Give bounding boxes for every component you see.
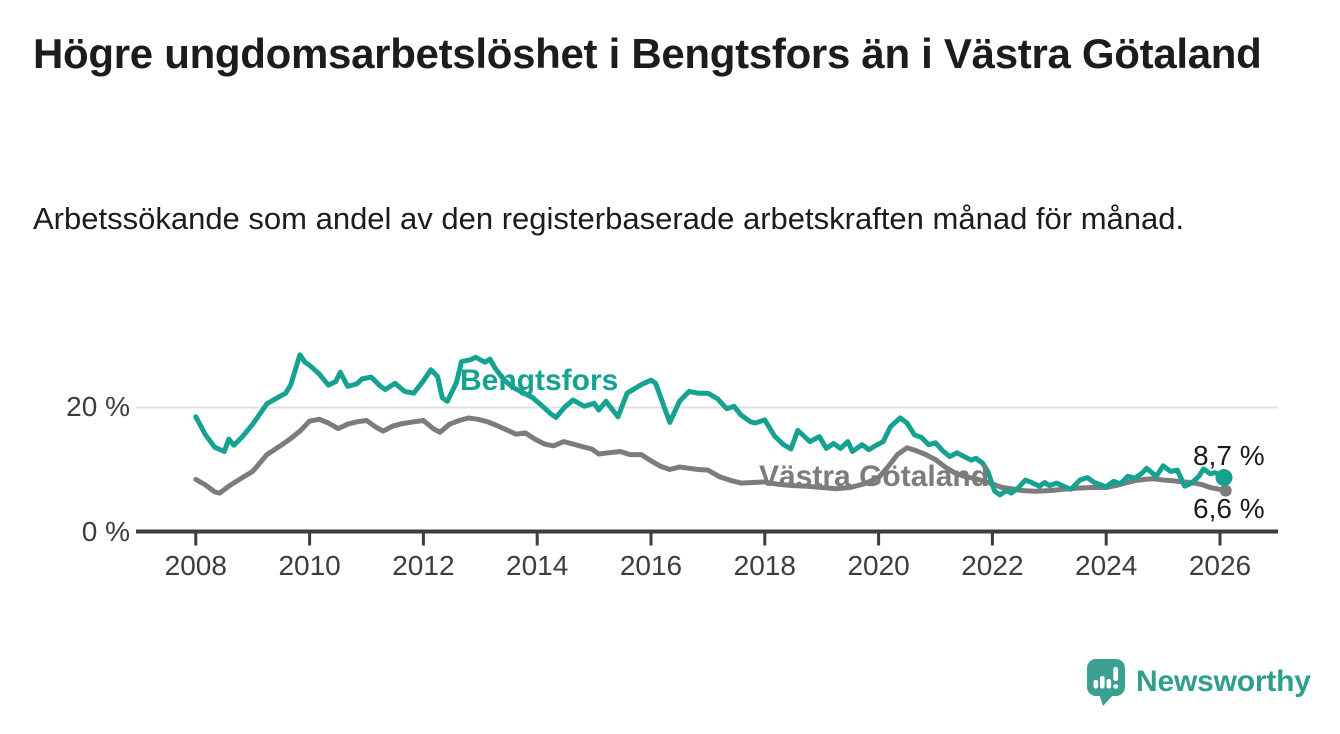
x-axis-label-2008: 2008 — [164, 550, 227, 581]
series-label-vastra-gotaland: Västra Götaland — [759, 460, 990, 493]
end-value-label-bengtsfors: 8,7 % — [1193, 440, 1265, 471]
chart-subtitle: Arbetssökande som andel av den registerb… — [33, 201, 1185, 236]
x-axis-label-2022: 2022 — [961, 550, 1024, 581]
newsworthy-logo: Newsworthy — [1086, 656, 1311, 708]
newsworthy-speech-bubble-bar-chart-icon — [1087, 659, 1125, 706]
page-title: Högre ungdomsarbetslöshet i Bengtsfors ä… — [33, 30, 1262, 77]
y-axis-label-0pct: 0 % — [81, 516, 130, 547]
x-axis-label-2026: 2026 — [1188, 550, 1252, 581]
end-value-label-vastra-gotaland: 6,6 % — [1193, 493, 1265, 524]
x-axis-label-2020: 2020 — [847, 550, 910, 581]
newsworthy-wordmark: Newsworthy — [1136, 665, 1311, 698]
line-bengtsfors — [193, 352, 1227, 498]
x-axis-label-2016: 2016 — [619, 550, 683, 581]
x-axis-label-2014: 2014 — [506, 550, 569, 581]
x-axis-label-2024: 2024 — [1075, 550, 1138, 581]
x-axis-label-2012: 2012 — [392, 550, 455, 581]
end-dot-v-stra-g-taland — [1219, 484, 1232, 497]
x-axis-label-2010: 2010 — [278, 550, 341, 581]
series-label-bengtsfors: Bengtsfors — [460, 364, 619, 397]
x-axis-label-2018: 2018 — [733, 550, 796, 581]
line-v-stra-g-taland — [193, 415, 1229, 496]
end-dot-bengtsfors — [1215, 469, 1233, 487]
y-axis-label-20pct: 20 % — [66, 391, 130, 422]
